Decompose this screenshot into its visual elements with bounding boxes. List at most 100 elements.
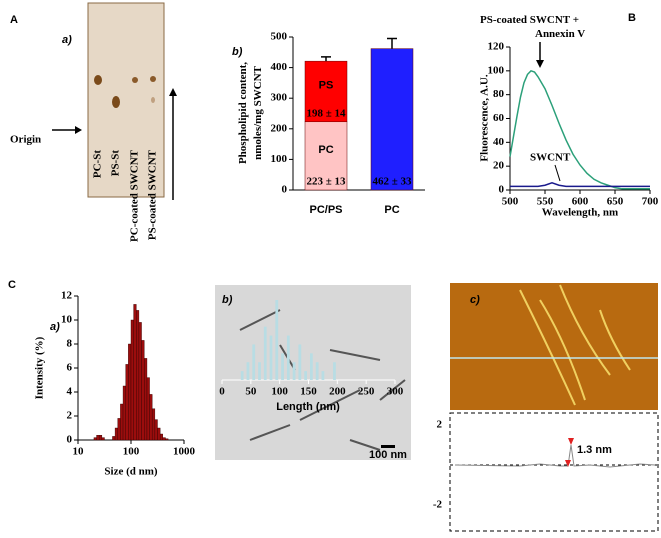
x-tick-label: 100 [271,386,288,398]
lane-label: PS-coated SWCNT [147,149,159,240]
histogram-bar [96,435,100,441]
y-tick-label: 500 [271,31,288,43]
y-tick-label: 20 [493,160,505,172]
y-axis-label: Fluorescence, A.U. [479,74,491,161]
category-label: PC/PS [309,204,342,216]
histogram-bar [246,362,250,380]
histogram-bar [128,343,132,441]
lane-label: PC-coated SWCNT [129,149,141,242]
panel-label: A [10,14,18,26]
histogram-bar [154,419,158,441]
histogram-bar [117,418,121,441]
y-tick-label: 4 [67,386,73,398]
markers [565,438,574,467]
histogram-bar [304,371,307,380]
x-tick-label: 500 [502,196,519,208]
histogram-bar [298,344,302,380]
histogram-bar [252,344,256,380]
y-axis-label: Phospholipid content, nmoles/mg SWCNT [237,62,264,164]
y-tick-label: 120 [488,41,505,53]
value-label: 198 ± 14 [306,107,346,119]
x-tick-label: 1000 [173,446,196,458]
tem-image [215,285,411,460]
nanotubes [239,309,406,451]
y-axis-label: Intensity (%) [34,336,46,399]
x-tick-label: 600 [572,196,589,208]
panel-label: a) [50,321,60,333]
histogram-bar [98,435,103,441]
error-bar [387,37,397,49]
y-tick-label: 100 [271,153,288,165]
histogram-bar [269,335,273,380]
histogram-bar [286,335,290,380]
histogram-bar [292,362,296,380]
x-tick-label: 200 [329,386,346,398]
panel-label: c) [470,294,480,306]
x-axis-label: Length (nm) [276,401,340,413]
spot [112,96,120,108]
y-tick-label: 60 [493,112,505,124]
histogram-bar [159,433,163,441]
line [509,69,650,190]
y-tick-label: 0 [499,184,505,196]
histogram-bar [275,300,279,380]
x-tick-label: 100 [123,446,140,458]
histogram-bar [130,319,134,441]
x-tick-label: 50 [245,386,257,398]
histogram-bar [122,385,126,441]
histogram-bar [151,408,156,441]
bar-segment [304,60,348,123]
origin-label: Origin [10,134,41,146]
arrowhead [169,88,177,96]
scale-bar [381,445,395,448]
histogram-bar [138,322,142,441]
value-label: 462 ± 33 [372,176,412,188]
y-tick-label: 100 [488,64,505,76]
annotation-arrow [554,164,561,182]
profile-tick: 2 [437,419,443,431]
profile-label: 1.3 nm [577,444,612,456]
bar-segment [304,121,348,191]
lane-label: PC-St [92,150,104,178]
y-tick-label: 8 [67,338,73,350]
annotation: SWCNT [530,152,571,164]
histogram-bar [144,358,148,441]
x-tick-label: 650 [607,196,624,208]
y-tick-label: 80 [493,88,505,100]
histogram-bar [120,403,124,441]
y-tick-label: 6 [67,362,73,374]
histogram-bar [258,362,261,380]
histogram-bar [310,353,313,380]
histogram-bar [333,362,336,380]
panel-label: b) [222,294,233,306]
x-axis-label: Wavelength, nm [542,207,618,219]
y-tick-label: 200 [271,122,288,134]
histogram-bar [146,377,150,441]
panel-label: B [628,12,636,24]
histogram-bar [263,326,267,380]
line [510,182,650,188]
spot [151,97,155,103]
histogram-bar [93,437,97,441]
profile-box [449,412,659,532]
histogram-bar [240,371,244,380]
segment-name: PC [318,144,333,156]
x-tick-label: 700 [642,196,659,208]
y-tick-label: 40 [493,136,505,148]
profile-tick: -2 [433,499,443,511]
x-tick-label: 300 [387,386,404,398]
y-tick-label: 0 [67,434,73,446]
histogram-bar [125,364,129,441]
y-tick-label: 2 [67,410,73,422]
segment-name: PS [319,79,334,91]
x-tick-label: 550 [537,196,554,208]
spot [94,75,102,85]
lane-label: PS-St [110,150,122,177]
x-axis-label: Size (d nm) [104,466,158,478]
panel-label: b) [232,46,243,58]
histogram-bar [112,436,116,441]
y-tick-label: 0 [282,184,288,196]
y-tick-label: 400 [271,61,288,73]
x-tick-label: 0 [219,386,225,398]
spot [132,77,138,83]
